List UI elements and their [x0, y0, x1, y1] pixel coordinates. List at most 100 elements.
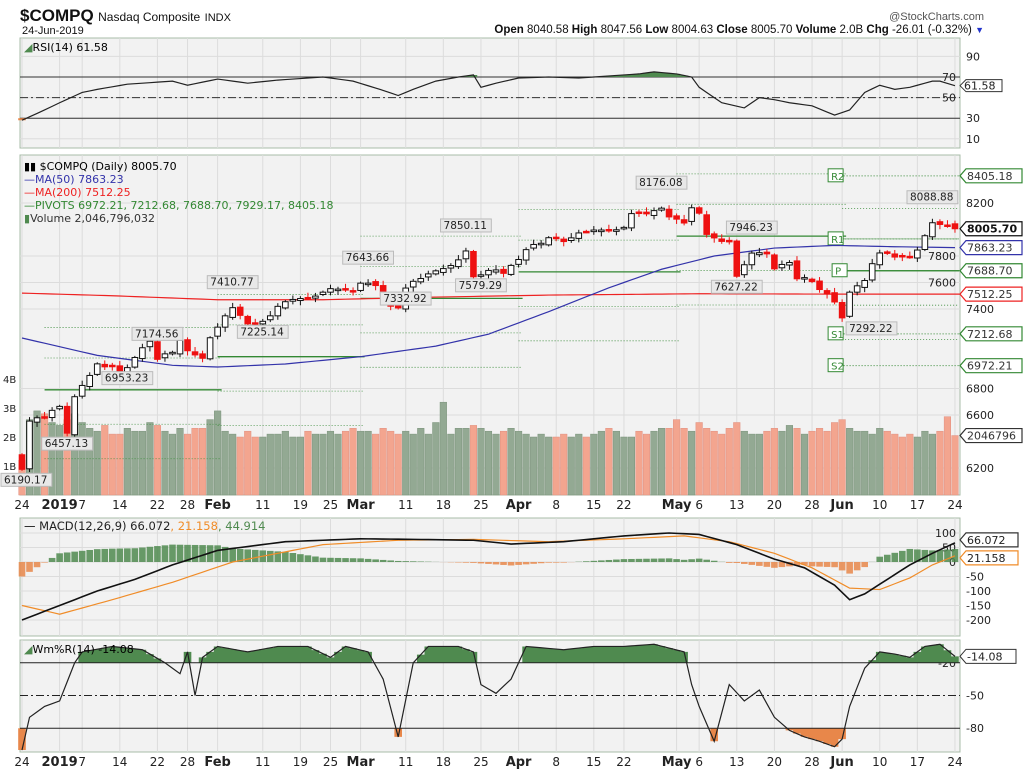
macd-histogram-bar [951, 548, 959, 562]
candle-body [86, 374, 94, 388]
price-tick-label: 8200 [966, 197, 994, 210]
pivot-marker-box [831, 263, 848, 278]
candle-body [778, 263, 786, 269]
candle-body [899, 254, 906, 258]
candle-body [560, 238, 568, 243]
candlestick-icon: ▮▮ [24, 160, 37, 173]
price-annotation-label: 7332.92 [383, 293, 426, 305]
x-axis-label: Apr [506, 498, 532, 513]
volume-bar [515, 430, 523, 496]
candle-body [756, 252, 763, 256]
volume-bar [432, 422, 440, 496]
candle-body [838, 302, 846, 319]
r2-tag-label: 8405.18 [967, 170, 1013, 183]
high-value: 8047.56 [600, 24, 643, 36]
macd-histogram-bar [191, 544, 199, 562]
candle-body [56, 405, 63, 410]
candle-body [545, 237, 552, 246]
macd-histogram-bar [793, 562, 801, 566]
candle-body [297, 298, 304, 302]
macd-histogram-bar [620, 559, 628, 562]
volume-bar [296, 436, 304, 496]
x-axis-label: 24 [14, 755, 29, 769]
volume-bar [168, 433, 177, 496]
volume-bar [755, 433, 763, 496]
x-axis-label: 6 [695, 498, 703, 512]
candle-body [101, 363, 109, 368]
volume-tag-label: 2046796 [967, 430, 1016, 443]
wm-label: Wm%R(14) -14.08 [32, 643, 134, 656]
volume-bar [251, 436, 259, 496]
volume-bar [688, 430, 696, 496]
macd-histogram-bar [650, 558, 658, 562]
volume-bar [289, 436, 297, 496]
price-annotation-label: 7643.66 [346, 252, 390, 264]
rsi-tick-label: 10 [966, 133, 980, 146]
candle-body [139, 347, 146, 360]
volume-bar [605, 428, 613, 496]
candle-body [936, 221, 944, 225]
volume-bar [379, 428, 387, 496]
macd-histogram-bar [387, 560, 394, 562]
change-label: Chg [866, 24, 889, 36]
candle-body [748, 252, 756, 266]
volume-bar [281, 430, 289, 496]
macd-histogram-bar [921, 549, 929, 562]
volume-bar [718, 433, 726, 496]
macd-histogram-bar [221, 546, 229, 562]
price-annotation-label: 6190.17 [4, 474, 47, 486]
price-annotation-label: 7627.22 [714, 281, 757, 293]
candle-body [816, 280, 823, 291]
volume-bar [861, 430, 869, 496]
candle-body [108, 364, 116, 368]
candle-body [515, 259, 522, 265]
exchange: INDX [204, 12, 231, 24]
macd-histogram-bar [169, 544, 176, 562]
candle-body [613, 229, 620, 232]
volume-bar [214, 410, 222, 496]
macd-histogram-bar [628, 558, 635, 562]
close-tag-label: 8005.70 [967, 223, 1017, 236]
pivot-marker-box [827, 326, 844, 341]
macd-histogram-bar [176, 544, 184, 562]
volume-bar [304, 430, 312, 496]
s2-tag-label: 6972.21 [967, 360, 1013, 373]
volume-bar [402, 430, 410, 496]
price-annotation-box [41, 436, 94, 451]
macd-histogram-bar [741, 562, 748, 564]
macd-histogram-bar [680, 559, 688, 562]
volume-axis-label: 4B [3, 375, 16, 386]
macd-label: MACD(12,26,9) 66.072 [39, 519, 171, 533]
macd-histogram-bar [665, 558, 673, 562]
price-annotation-box [236, 324, 289, 339]
macd-histogram-bar [78, 550, 86, 562]
volume-bar [161, 430, 169, 496]
x-axis-label: 18 [436, 498, 451, 512]
price-tick-label: 6600 [966, 409, 994, 422]
volume-bar [853, 430, 861, 496]
macd-histogram-bar [33, 562, 41, 568]
volume-bar [454, 428, 462, 496]
macd-histogram-bar [823, 562, 831, 567]
candle-body [131, 356, 139, 368]
candle-body [951, 223, 959, 230]
open-value: 8040.58 [527, 24, 569, 36]
volume-bar [800, 433, 809, 496]
macd-histogram-bar [417, 561, 425, 562]
macd-histogram-bar [816, 562, 823, 567]
macd-histogram-bar [327, 557, 334, 562]
x-axis-label: Mar [347, 755, 376, 770]
x-axis-label: 14 [112, 498, 127, 512]
macd-histogram-bar [357, 558, 364, 562]
volume-bar [627, 436, 635, 496]
macd-histogram-bar [304, 555, 312, 562]
candle-body [507, 264, 515, 275]
candle-body [598, 229, 605, 233]
candle-body [18, 454, 26, 470]
candle-body [801, 277, 808, 280]
volume-bar [943, 416, 952, 496]
macd-histogram-bar [131, 548, 139, 562]
volume-bar [116, 433, 124, 496]
rsi-label: RSI(14) 61.58 [32, 41, 108, 54]
macd-tag-label: 66.072 [967, 534, 1006, 547]
